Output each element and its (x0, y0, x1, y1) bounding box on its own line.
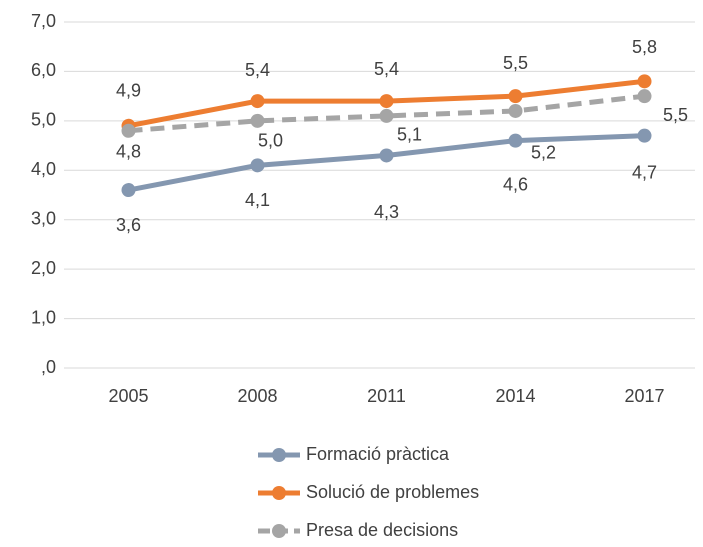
y-tick-label: 1,0 (31, 307, 56, 327)
point (250, 113, 265, 128)
point (379, 108, 394, 123)
data-label: 4,1 (245, 190, 270, 210)
y-tick-label: ,0 (41, 357, 56, 377)
data-label: 5,5 (503, 53, 528, 73)
y-tick-label: 6,0 (31, 60, 56, 80)
point (250, 94, 265, 109)
y-tick-label: 4,0 (31, 159, 56, 179)
data-label: 5,0 (258, 131, 283, 151)
legend-label: Solució de problemes (306, 482, 479, 502)
x-tick-label: 2011 (367, 386, 406, 406)
series-line (128, 133, 645, 193)
point (379, 94, 394, 109)
point (637, 89, 652, 104)
legend-label: Formació pràctica (306, 444, 450, 464)
data-label: 5,4 (245, 60, 270, 80)
data-label: 5,1 (397, 125, 422, 145)
data-label: 4,9 (116, 81, 141, 101)
y-tick-label: 2,0 (31, 258, 56, 278)
point (508, 133, 523, 148)
point (508, 103, 523, 118)
legend-marker (272, 448, 286, 462)
point (637, 74, 652, 89)
point (637, 128, 652, 143)
series-line (128, 93, 645, 134)
point (250, 158, 265, 173)
data-label: 4,8 (116, 141, 141, 161)
data-label: 5,2 (531, 143, 556, 163)
y-tick-label: 7,0 (31, 11, 56, 31)
legend-marker (272, 486, 286, 500)
data-label: 5,4 (374, 59, 399, 79)
x-tick-label: 2005 (108, 386, 148, 406)
data-label: 3,6 (116, 215, 141, 235)
data-label: 4,6 (503, 174, 528, 194)
point (121, 123, 136, 138)
legend-label: Presa de decisions (306, 520, 458, 540)
data-label: 4,3 (374, 202, 399, 222)
point (508, 89, 523, 104)
point (379, 148, 394, 163)
x-tick-label: 2014 (495, 386, 535, 406)
y-tick-label: 5,0 (31, 110, 56, 130)
y-tick-label: 3,0 (31, 208, 56, 228)
data-label: 4,7 (632, 162, 657, 182)
data-label: 5,8 (632, 37, 657, 57)
x-tick-label: 2017 (624, 386, 664, 406)
data-label: 5,5 (663, 105, 688, 125)
legend-marker (272, 524, 286, 538)
point (121, 183, 136, 198)
x-tick-label: 2008 (237, 386, 277, 406)
